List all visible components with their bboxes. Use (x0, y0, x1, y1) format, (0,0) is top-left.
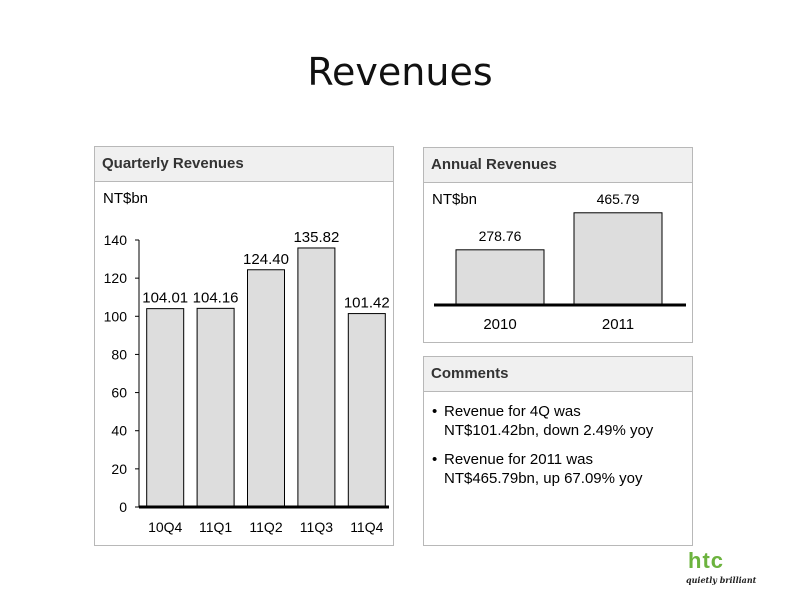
comment-line: NT$465.79bn, up 67.09% yoy (444, 470, 643, 487)
comments-panel-title: Comments (424, 357, 692, 392)
logo-mark: htc (688, 548, 724, 573)
bar-data-label: 278.76 (479, 228, 522, 244)
slide-title: Revenues (307, 50, 493, 94)
bar (297, 247, 336, 508)
y-tick-label: 60 (111, 385, 127, 401)
x-tick-label: 11Q2 (249, 519, 282, 535)
x-tick-label: 11Q3 (300, 519, 333, 535)
x-tick-label: 11Q1 (199, 519, 232, 535)
comment-line: Revenue for 2011 was (444, 451, 593, 468)
quarterly-panel-title: Quarterly Revenues (95, 147, 393, 182)
bullet-icon: • (432, 403, 438, 420)
bar-data-label: 104.16 (193, 289, 239, 306)
x-tick-label: 2010 (483, 316, 516, 333)
x-tick-label: 11Q4 (350, 519, 383, 535)
bar-data-label: 465.79 (597, 191, 640, 207)
unit-label: NT$bn (432, 191, 477, 208)
comment-line: Revenue for 4Q was (444, 403, 581, 420)
quarterly-revenues-panel: Quarterly Revenues NT$bn 0 20 40 60 80 100 120 1… (94, 146, 394, 546)
bar-data-label: 101.42 (344, 295, 390, 312)
bar-data-label: 135.82 (293, 229, 339, 246)
htc-logo: htc quietly brilliant (678, 548, 758, 588)
annual-bar-chart: NT$bn 278.76 2010 465.79 2011 (432, 191, 686, 333)
quarterly-bar-chart: NT$bn 0 20 40 60 80 100 120 140 104.01 10Q4 104.16 1… (103, 190, 390, 535)
bar-data-label: 124.40 (243, 251, 289, 268)
unit-label: NT$bn (103, 190, 148, 207)
comment-line: NT$101.42bn, down 2.49% yoy (444, 422, 654, 439)
y-tick-label: 0 (119, 499, 127, 515)
y-tick-label: 20 (111, 461, 127, 477)
annual-revenues-panel: Annual Revenues NT$bn 278.76 2010 465.79 201… (423, 147, 693, 343)
bar (247, 269, 285, 508)
y-tick-label: 100 (104, 308, 128, 324)
x-tick-label: 2011 (602, 316, 634, 333)
bar (455, 249, 545, 306)
bullet-icon: • (432, 451, 438, 468)
comments-panel: Comments • Revenue for 4Q was NT$101.42b… (423, 356, 693, 546)
comment-item: • Revenue for 2011 was NT$465.79bn, up 6… (432, 450, 684, 488)
y-tick-label: 80 (111, 346, 127, 362)
bar (573, 212, 663, 306)
bar (196, 307, 235, 508)
logo-tagline: quietly brilliant (686, 575, 757, 585)
annual-panel-title: Annual Revenues (424, 148, 692, 183)
bar (146, 308, 185, 508)
bar (347, 313, 386, 508)
y-tick-label: 140 (104, 232, 128, 248)
y-tick-label: 120 (104, 270, 128, 286)
comments-list: • Revenue for 4Q was NT$101.42bn, down 2… (424, 392, 692, 488)
comment-item: • Revenue for 4Q was NT$101.42bn, down 2… (432, 402, 684, 440)
bar-data-label: 104.01 (142, 290, 188, 307)
x-tick-label: 10Q4 (148, 519, 182, 535)
y-tick-label: 40 (111, 423, 127, 439)
